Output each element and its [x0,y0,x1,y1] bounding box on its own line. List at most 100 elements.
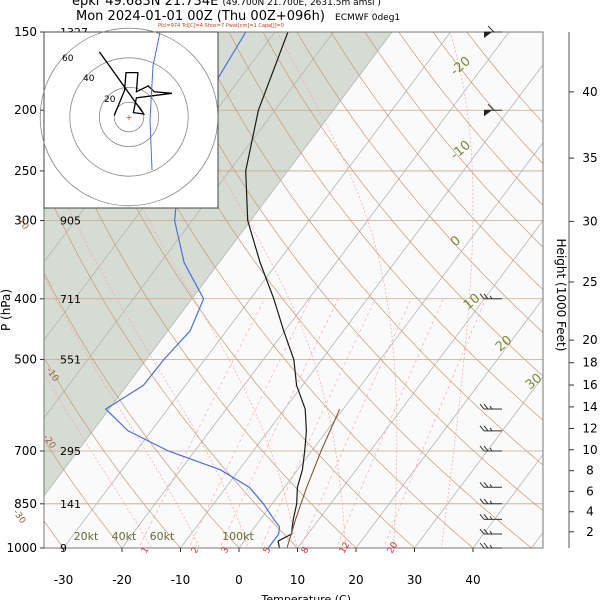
height-tick-label: 40 [582,85,597,99]
wind-barb [479,445,502,452]
pressure-axis-label: P (hPa) [0,289,13,331]
dry-adiabat [44,88,357,548]
height-tick-label: 10 [582,443,597,457]
height-tick-label: 25 [582,275,597,289]
hodograph-ring-label: 20 [104,95,116,105]
mixing-ratio-line [300,298,412,548]
height-label: 551 [60,353,81,366]
moist-adiabat [44,275,200,548]
wind-barb-feather [483,293,489,300]
wind-barb-feather [483,425,489,432]
pressure-tick-label: 850 [14,497,37,511]
isotherm [413,375,543,548]
height-label: 141 [60,498,81,511]
wind-barb-feather [479,481,485,488]
wind-barb-feather [489,500,493,505]
wind-barb-feather [479,425,485,432]
wind-barb-feather [479,403,485,410]
wind-barb [479,514,502,520]
wind-barb-feather [479,542,485,549]
wind-barb-feather [479,528,485,535]
wind-barb [484,25,502,38]
wind-barb-pennant [484,110,492,117]
mixing-ratio-label: 3 [220,546,232,556]
isotherm [238,141,543,548]
dry-adiabat [262,32,543,377]
temp-tick-label: 0 [235,573,243,587]
wind-scale-label: 100kt [222,530,254,543]
mixing-ratio-label: 8 [300,545,312,555]
wind-barb-feather [489,427,493,432]
height-tick-label: 2 [586,525,594,539]
moist-adiabat [44,372,152,548]
wind-barb-feather [483,498,489,505]
dry-adiabat [44,183,298,548]
mixing-ratio-label: 2 [190,546,202,556]
mixing-ratio-label: 12 [338,541,352,556]
indices-line: Plcl=974 Tcl[C]=4 Shox=7 Pwat[cm]=1 Cape… [158,23,284,29]
wind-barb-feather [487,103,495,111]
wind-scale-label: 20kt [74,530,99,543]
isotherm [44,32,334,419]
isotherm [44,32,276,341]
hodograph-ring [99,87,160,148]
wind-barb-feather [489,405,493,410]
wind-barb-feather [483,542,489,549]
dry-adiabat [228,32,543,421]
dry-adiabat [330,32,543,291]
temp-tick-label: -30 [54,573,74,587]
wind-barb-feather [489,295,493,300]
hodograph-storm-motion: + [126,113,133,122]
pressure-tick-label: 500 [14,352,37,366]
dry-adiabat [194,32,543,466]
moist-adiabat [65,32,298,548]
wind-barb-feather [483,445,489,452]
hodograph-ring [39,27,219,207]
wind-barb [479,481,502,488]
isotherm [296,219,543,548]
height-label: 295 [60,445,81,458]
run-label: Mon 2024-01-01 00Z (Thu 00Z+096h) [76,9,325,24]
wind-barb-feather [479,514,485,520]
station-detail: (49.700N 21.700E, 2631.5m amsl ) [222,0,381,8]
dry-adiabat [364,32,543,248]
hodograph-inset [43,31,219,209]
pressure-tick-label: 700 [14,444,37,458]
mixing-ratio-line [383,298,487,548]
height-axis-label: Height (1000 Feet) [554,239,568,352]
wind-barb-feather [489,516,493,520]
height-tick-label: 12 [582,421,597,435]
height-tick-label: 6 [586,484,594,498]
hodograph-ring [113,101,145,133]
height-tick-label: 16 [582,378,597,392]
height-tick-label: 18 [582,356,597,370]
wind-barb [479,528,502,535]
temp-tick-label: -20 [112,573,132,587]
wind-barb-feather [489,484,493,488]
pressure-tick-label: 1000 [6,541,37,555]
mixing-ratio-line [260,298,376,548]
wind-barb [484,103,502,117]
pressure-tick-label: 200 [14,103,37,117]
wind-scale-label: 60kt [150,530,175,543]
pressure-tick-label: 150 [14,25,37,39]
temp-tick-label: 20 [348,573,363,587]
wind-barb-feather [487,25,495,33]
wind-barb [479,293,502,300]
temperature-profile [245,32,308,548]
run-header: Mon 2024-01-01 00Z (Thu 00Z+096h) ECMWF … [76,9,400,24]
mixing-ratio-label: 5 [262,546,274,556]
height-tick-label: 35 [582,151,597,165]
plot-frame [43,31,544,549]
pressure-tick-label: 250 [14,164,37,178]
height-label: 905 [60,215,81,228]
wind-barb-pennant [484,32,492,38]
dewpoint-profile [104,32,281,548]
temp-tick-label: 40 [465,573,480,587]
hodograph-shear-line [149,31,161,171]
dry-adiabat [126,32,533,548]
wind-scale-label: 40kt [112,530,137,543]
wind-barb-feather [479,498,485,505]
dry-adiabat [160,32,543,512]
